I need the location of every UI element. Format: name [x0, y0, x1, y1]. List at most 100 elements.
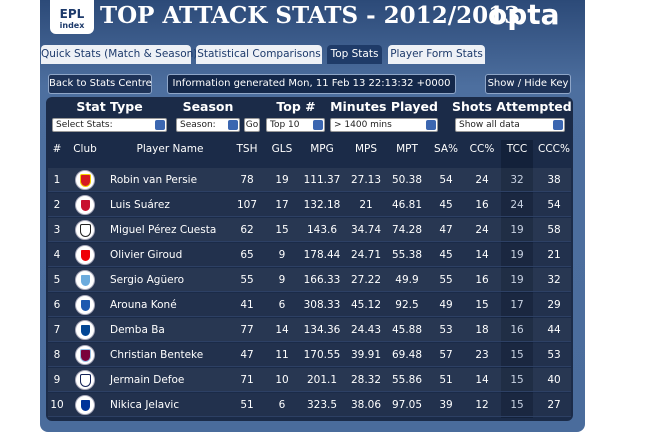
cell: 69.48: [391, 349, 423, 361]
tab[interactable]: Statistical Comparisons: [196, 45, 322, 64]
row-background: [48, 168, 571, 192]
player-name: Olivier Giroud: [110, 249, 183, 261]
column-header: TCC: [506, 143, 528, 155]
column-header: Club: [73, 143, 97, 155]
player-name: Christian Benteke: [110, 349, 204, 361]
cell: 19: [510, 249, 524, 261]
sorted-column: [501, 140, 533, 418]
player-name: Nikica Jelavic: [110, 399, 180, 411]
info-bar: Information generated Mon, 11 Feb 13 22:…: [167, 74, 456, 94]
cell: 55: [240, 274, 254, 286]
column-header: CC%: [469, 143, 495, 155]
cell: 7: [53, 324, 61, 336]
tab[interactable]: Player Form Stats: [388, 45, 485, 64]
cell: 34.74: [350, 224, 382, 236]
cell: 53: [547, 349, 561, 361]
player-name: Demba Ba: [110, 324, 165, 336]
cell: 71: [240, 374, 254, 386]
cell: 54: [547, 199, 561, 211]
crest-shield: [80, 324, 91, 337]
cell: 1: [53, 174, 61, 186]
control-label: Go: [245, 120, 259, 130]
cell: 15: [510, 399, 524, 411]
crest-shield: [80, 224, 91, 237]
filter-heading: Season: [182, 99, 234, 114]
cell: 58: [547, 224, 561, 236]
column-header: #: [52, 143, 62, 155]
cell: 55.38: [391, 249, 423, 261]
cell: 51: [439, 374, 453, 386]
cell: 39: [439, 399, 453, 411]
player-name: Miguel Pérez Cuesta: [110, 224, 217, 236]
title: TOP ATTACK STATS - 2012/2013: [100, 2, 521, 29]
control-label: Select Stats:: [56, 120, 113, 130]
filter-control[interactable]: Select Stats:: [52, 118, 167, 132]
filter-control[interactable]: Go: [244, 118, 260, 132]
row-background: [48, 218, 571, 242]
player-name: Robin van Persie: [110, 174, 198, 186]
cell: 46.81: [391, 199, 423, 211]
filter-control[interactable]: Show all data: [455, 118, 565, 132]
cell: 166.33: [303, 274, 341, 286]
row-background: [48, 393, 571, 417]
key-button[interactable]: Show / Hide Key: [485, 74, 571, 94]
cell: 29: [547, 299, 561, 311]
dropdown-arrow: [155, 120, 165, 130]
row-background: [48, 243, 571, 267]
crest-shield: [80, 399, 91, 412]
cell: 8: [53, 349, 61, 361]
row-background: [48, 318, 571, 342]
cell: 40: [547, 374, 561, 386]
crest-shield: [80, 349, 91, 362]
cell: 18: [475, 324, 489, 336]
filter-control[interactable]: Top 10: [266, 118, 325, 132]
cell: 24: [475, 174, 489, 186]
cell: 53: [439, 324, 453, 336]
crest-shield: [80, 249, 91, 262]
cell: 14: [475, 374, 489, 386]
cell: 4: [53, 249, 61, 261]
cell: 45.88: [391, 324, 423, 336]
cell: 62: [240, 224, 254, 236]
cell: 16: [475, 274, 489, 286]
cell: 27: [547, 399, 561, 411]
cell: 50.38: [391, 174, 423, 186]
cell: 21: [359, 199, 373, 211]
cell: 6: [53, 299, 61, 311]
cell: 97.05: [391, 399, 423, 411]
control-label: Top 10: [270, 120, 300, 130]
tab[interactable]: Top Stats: [327, 45, 382, 64]
control-label: > 1400 mins: [334, 120, 392, 130]
cell: 10: [275, 374, 289, 386]
cell: 24: [510, 199, 524, 211]
tab[interactable]: Quick Stats (Match & Season): [41, 45, 197, 64]
filter-control[interactable]: > 1400 mins: [330, 118, 438, 132]
cell: 5: [53, 274, 61, 286]
cell: 12: [475, 399, 489, 411]
filter-control[interactable]: Season:: [176, 118, 240, 132]
row-background: [48, 368, 571, 392]
cell: 47: [439, 224, 453, 236]
cell: 57: [439, 349, 453, 361]
cell: 323.5: [306, 399, 338, 411]
cell: 19: [275, 174, 289, 186]
cell: 170.55: [303, 349, 341, 361]
cell: 74.28: [391, 224, 423, 236]
dropdown-arrow: [426, 120, 436, 130]
crest-shield: [80, 299, 91, 312]
cell: 14: [475, 249, 489, 261]
back-button[interactable]: Back to Stats Centre: [48, 74, 152, 94]
cell: 178.44: [303, 249, 341, 261]
cell: 15: [275, 224, 289, 236]
cell: 6: [278, 299, 286, 311]
cell: 24.71: [350, 249, 382, 261]
column-header: SA%: [433, 143, 459, 155]
cell: 9: [53, 374, 61, 386]
dropdown-arrow: [313, 120, 323, 130]
cell: 9: [278, 249, 286, 261]
cell: 11: [275, 349, 289, 361]
cell: 9: [278, 274, 286, 286]
cell: 77: [240, 324, 254, 336]
cell: 23: [475, 349, 489, 361]
